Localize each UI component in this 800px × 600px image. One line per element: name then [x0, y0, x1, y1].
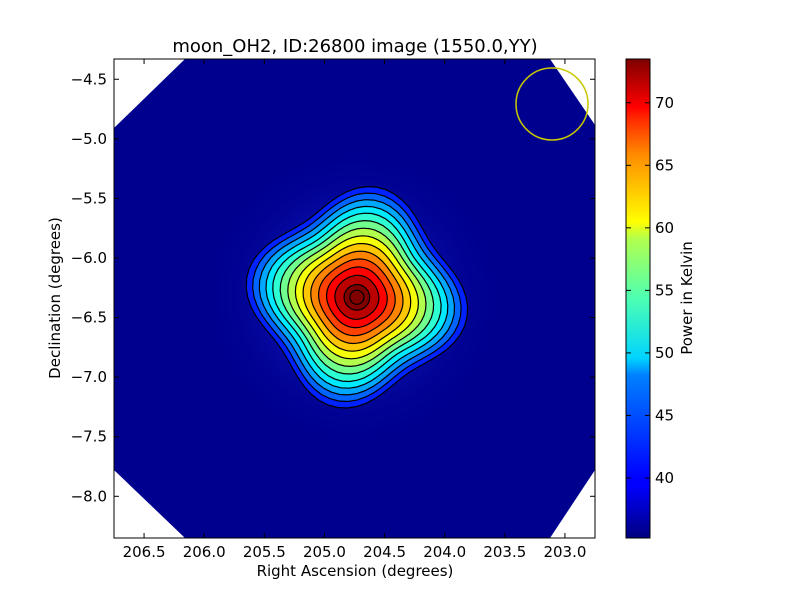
x-axis: 206.5 206.0 205.5 205.0 204.5 204.0 203.5 203.0 — [123, 59, 586, 561]
x-tick-label: 204.0 — [423, 543, 466, 561]
x-tick-label: 206.0 — [183, 543, 226, 561]
y-tick-label: −6.5 — [71, 309, 107, 327]
y-tick-label: −7.0 — [71, 368, 107, 386]
colorbar-tick-label: 70 — [655, 94, 674, 112]
y-tick-label: −8.0 — [71, 487, 107, 505]
x-tick-label: 205.5 — [243, 543, 286, 561]
chart-title: moon_OH2, ID:26800 image (1550.0,YY) — [172, 36, 537, 57]
x-tick-label: 203.5 — [483, 543, 526, 561]
plot-area — [114, 59, 595, 538]
x-axis-label: Right Ascension (degrees) — [257, 562, 454, 580]
colorbar-tick-label: 65 — [655, 156, 674, 174]
colorbar-tick-label: 55 — [655, 281, 674, 299]
colorbar-tick-label: 45 — [655, 406, 674, 424]
plot-frame — [113, 58, 596, 539]
x-tick-label: 203.0 — [543, 543, 586, 561]
x-tick-label: 206.5 — [123, 543, 166, 561]
colorbar-ticks: 40 45 50 55 60 65 70 — [626, 94, 674, 487]
y-tick-label: −5.5 — [71, 189, 107, 207]
x-tick-label: 204.5 — [363, 543, 406, 561]
y-axis: −4.5 −5.0 −5.5 −6.0 −6.5 −7.0 −7.5 −8.0 — [71, 70, 595, 505]
x-tick-label: 205.0 — [303, 543, 346, 561]
colorbar-tick-label: 60 — [655, 219, 674, 237]
colorbar-tick-label: 50 — [655, 344, 674, 362]
y-tick-label: −5.0 — [71, 130, 107, 148]
y-tick-label: −6.0 — [71, 249, 107, 267]
contour-peak — [349, 289, 365, 305]
y-tick-label: −7.5 — [71, 428, 107, 446]
y-tick-label: −4.5 — [71, 70, 107, 88]
contour-layer — [245, 185, 469, 409]
y-axis-label: Declination (degrees) — [46, 217, 64, 379]
colorbar-label: Power in Kelvin — [678, 241, 696, 355]
colorbar-gradient — [625, 58, 651, 539]
colorbar: 40 45 50 55 60 65 70 Power in Kelvin — [625, 58, 696, 539]
colorbar-tick-label: 40 — [655, 469, 674, 487]
beam-circle — [515, 67, 589, 141]
